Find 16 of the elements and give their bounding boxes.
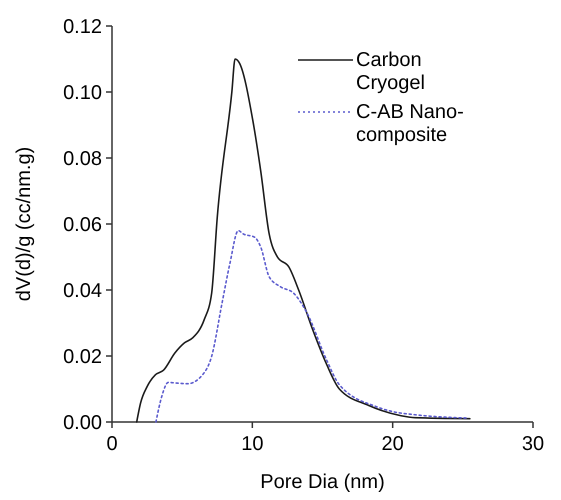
line-series: [155, 230, 468, 423]
x-axis-title: Pore Dia (nm): [260, 471, 385, 493]
x-tick-label: 20: [382, 433, 404, 455]
y-tick-label: 0.02: [63, 346, 102, 368]
legend-label: Carbon Cryogel: [356, 49, 425, 94]
y-tick-label: 0.00: [63, 412, 102, 434]
x-tick-label: 30: [522, 433, 544, 455]
y-tick-label: 0.10: [63, 82, 102, 104]
y-tick-label: 0.08: [63, 148, 102, 170]
y-tick-label: 0.04: [63, 280, 102, 302]
legend-label: C-AB Nano-composite: [356, 101, 464, 146]
y-tick-label: 0.06: [63, 214, 102, 236]
x-tick-label: 0: [106, 433, 118, 455]
y-tick-label: 0.12: [63, 16, 102, 38]
x-tick-label: 10: [241, 433, 264, 455]
y-axis-title: dV(d)/g (cc/nm.g): [13, 146, 35, 302]
